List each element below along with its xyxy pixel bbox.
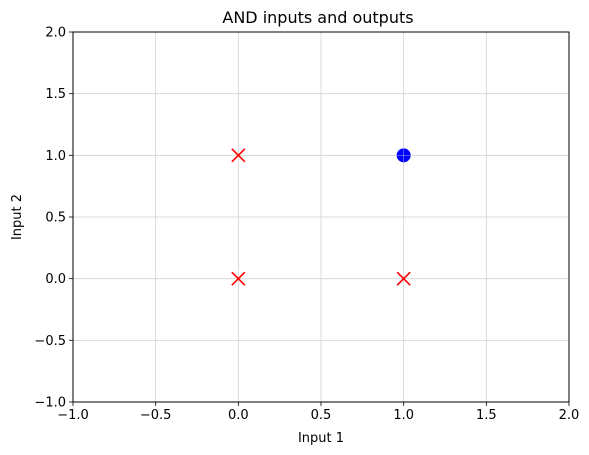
y-tick-label: 0.5: [45, 211, 66, 226]
y-tick-label: 2.0: [45, 26, 66, 41]
x-tick-label: 2.0: [559, 408, 580, 423]
x-marker-point: [231, 148, 246, 163]
y-tick-label: −1.0: [34, 396, 66, 411]
x-marker-point: [396, 271, 411, 286]
x-tick-label: 1.0: [393, 408, 414, 423]
data-points: [231, 148, 411, 286]
x-axis-label: Input 1: [298, 431, 344, 446]
y-tick-label: −0.5: [34, 334, 66, 349]
y-tick-label: 1.0: [45, 149, 66, 164]
y-axis-label: Input 2: [10, 194, 25, 240]
grid-lines: [72, 31, 570, 403]
x-tick-label: −1.0: [57, 408, 89, 423]
axis-ticks: −1.0 −0.5 0.0 0.5 1.0 1.5 2.0 −1.0 −0.5 0.0 0.5 1.0…: [34, 26, 579, 424]
x-tick-label: 0.0: [228, 408, 249, 423]
circle-marker-point: [396, 148, 411, 163]
x-tick-label: 0.5: [311, 408, 332, 423]
x-marker-point: [231, 271, 246, 286]
x-tick-label: −0.5: [140, 408, 172, 423]
y-tick-label: 1.5: [45, 87, 66, 102]
chart-title: AND inputs and outputs: [222, 8, 413, 27]
x-tick-label: 1.5: [476, 408, 497, 423]
y-tick-label: 0.0: [45, 272, 66, 287]
